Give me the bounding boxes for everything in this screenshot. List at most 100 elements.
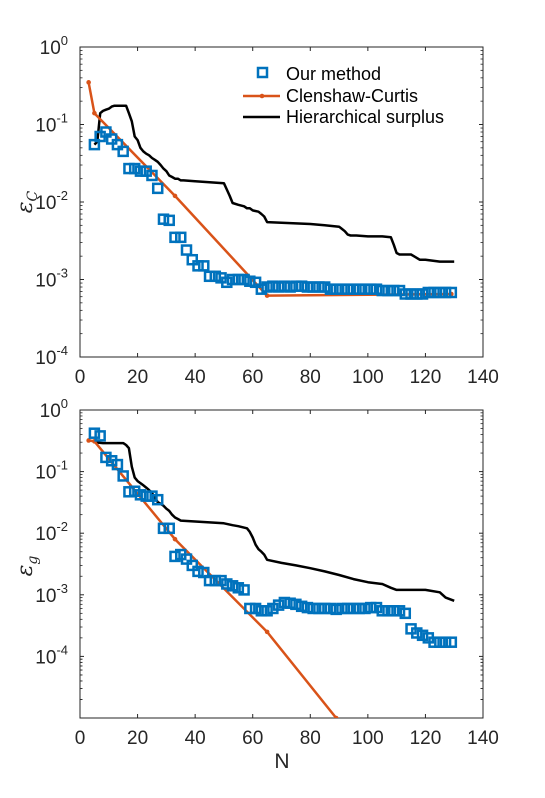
bottom-x-tick-label: 80 — [300, 728, 321, 749]
bottom-our-method-point — [203, 574, 216, 587]
legend-label-hierarchical-surplus: Hierarchical surplus — [286, 107, 444, 127]
bottom-our-method-point — [290, 598, 302, 611]
bottom-clenshaw-curtis-point — [86, 438, 91, 443]
bottom-our-method-point — [180, 553, 193, 565]
bottom-our-method-point — [198, 566, 210, 579]
bottom-our-method-point — [284, 597, 296, 609]
top-our-method-point — [163, 214, 175, 227]
top-our-method-point — [428, 286, 440, 299]
top-our-method-point — [359, 283, 371, 295]
bottom-our-method-point — [117, 470, 129, 482]
bottom-x-tick-label: 140 — [467, 728, 499, 749]
bottom-our-method-point — [336, 602, 348, 615]
top-our-method-point — [146, 169, 158, 182]
bottom-our-method-point — [411, 627, 423, 639]
top-our-method-point — [232, 273, 245, 286]
bottom-our-method-point — [330, 603, 342, 616]
top-x-tick-label: 140 — [467, 367, 499, 388]
bottom-our-method-point — [428, 636, 440, 648]
bottom-our-method-point — [347, 602, 360, 615]
top-clenshaw-curtis-point — [92, 110, 97, 116]
bottom-series — [86, 427, 458, 718]
top-our-method-point — [295, 280, 308, 292]
top-our-method-point — [318, 281, 331, 293]
top-our-method-point — [445, 286, 458, 299]
top-our-method-point — [405, 288, 417, 300]
top-our-method-point — [238, 273, 250, 286]
top-our-method-point — [324, 283, 337, 295]
bottom-our-method-point — [157, 522, 170, 535]
bottom-x-tick-label: 40 — [185, 728, 206, 749]
top-our-method-point — [439, 286, 452, 299]
legend-square-marker — [256, 66, 269, 79]
top-y-tick-label: 10-3 — [35, 266, 68, 292]
top-our-method-point — [353, 283, 365, 295]
top-our-method-point — [186, 253, 199, 266]
legend-label-our-method: Our method — [286, 64, 381, 84]
top-series-layer — [86, 80, 458, 300]
top-our-method-point — [307, 281, 319, 293]
bottom-our-method-point — [359, 602, 371, 615]
top-our-method-point — [111, 138, 124, 151]
bottom-our-method-point — [261, 605, 273, 617]
top-our-method-point — [221, 276, 233, 289]
bottom-series-layer — [86, 427, 458, 718]
legend: Our method Clenshaw-Curtis Hierarchical … — [243, 64, 444, 127]
bottom-our-method-point — [221, 578, 233, 590]
top-our-method-point — [180, 244, 193, 256]
top-our-method-point — [151, 182, 164, 195]
top-our-method-point — [411, 288, 423, 300]
bottom-our-method-point — [111, 458, 124, 471]
bottom-our-method-point — [186, 559, 199, 572]
legend-dot-marker — [259, 93, 265, 99]
top-panel: 100 10-1 10-2 10-3 10-4 0 20 40 60 80 100 120 140 ε… — [13, 33, 499, 388]
bottom-our-method-point — [370, 601, 383, 614]
top-x-ticks: 0 20 40 60 80 100 120 140 — [75, 47, 499, 388]
top-our-method-point — [434, 286, 446, 299]
bottom-x-tick-label: 100 — [352, 728, 384, 749]
top-y-tick-label: 100 — [40, 33, 68, 59]
top-our-method-point — [416, 288, 429, 300]
bottom-our-method-point — [393, 605, 406, 617]
bottom-our-method-point — [255, 605, 268, 617]
bottom-plot-frame — [79, 409, 484, 719]
top-our-method-point — [284, 281, 296, 293]
bottom-our-method-point — [341, 602, 354, 615]
top-our-method-point — [376, 284, 388, 297]
bottom-our-method-point — [301, 601, 314, 614]
top-hierarchical-surplus-line — [93, 104, 455, 263]
top-our-method-point — [134, 165, 147, 177]
bottom-our-method-point — [226, 580, 239, 592]
top-our-method-point — [157, 213, 170, 225]
bottom-our-method-point — [318, 602, 331, 615]
top-our-method-point — [267, 280, 279, 292]
top-our-method-point — [226, 273, 239, 286]
bottom-our-method-point — [439, 636, 452, 648]
top-our-method-point — [370, 283, 383, 295]
bottom-our-method-point — [445, 636, 458, 648]
bottom-our-method-point — [307, 602, 319, 615]
top-our-method-point — [117, 145, 129, 158]
bottom-our-method-point — [88, 427, 101, 439]
top-our-method-point — [123, 162, 135, 175]
top-our-method-point — [100, 126, 112, 138]
bottom-y-ticks: 100 10-1 10-2 10-3 10-4 — [35, 396, 483, 700]
top-our-method-point — [128, 162, 141, 175]
top-x-tick-label: 20 — [127, 367, 148, 388]
top-our-method-point — [347, 283, 360, 295]
top-our-method-point — [278, 280, 291, 292]
top-x-tick-label: 0 — [75, 367, 86, 388]
bottom-our-method-point — [416, 629, 429, 642]
bottom-x-tick-label: 0 — [75, 728, 86, 749]
top-y-tick-label: 10-1 — [35, 111, 68, 137]
top-our-method-point — [198, 260, 210, 272]
bottom-clenshaw-curtis-point — [172, 536, 178, 542]
top-x-tick-label: 60 — [242, 367, 263, 388]
legend-label-clenshaw-curtis: Clenshaw-Curtis — [286, 86, 418, 106]
bottom-x-tick-label: 60 — [242, 728, 263, 749]
bottom-our-method-point — [272, 599, 285, 611]
top-our-method-point — [382, 284, 394, 297]
bottom-our-method-point — [364, 601, 377, 614]
bottom-our-method-point — [151, 493, 164, 506]
